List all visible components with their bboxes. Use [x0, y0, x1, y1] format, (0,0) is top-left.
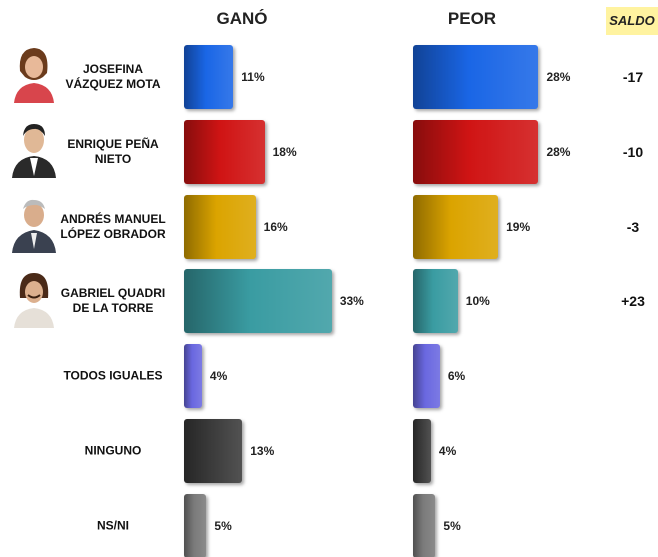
category-label: TODOS IGUALES [63, 368, 163, 383]
saldo-value: -3 [626, 218, 640, 235]
value-label: 4% [438, 443, 457, 458]
value-label: 6% [447, 369, 466, 384]
bar [184, 120, 265, 185]
value-label: 18% [272, 145, 297, 160]
series-header: GANÓ [216, 9, 268, 28]
category-label: NINGUNO [84, 443, 142, 458]
value-label: 28% [546, 145, 571, 160]
candidate-photo [12, 124, 56, 178]
saldo-value: -17 [622, 69, 644, 86]
bar [184, 344, 202, 409]
bar [184, 194, 256, 259]
bar [413, 269, 458, 334]
bar [413, 344, 440, 409]
value-label: 19% [506, 219, 531, 234]
value-label: 28% [546, 70, 571, 85]
bar [413, 194, 499, 259]
value-label: 10% [465, 294, 490, 309]
bar [413, 45, 539, 110]
category-label: NS/NI [96, 518, 129, 533]
saldo-value: +23 [621, 293, 645, 310]
value-label: 11% [241, 70, 265, 85]
bar [413, 418, 431, 483]
saldo-header: SALDO [606, 7, 658, 35]
bar [184, 269, 332, 334]
value-label: 16% [263, 219, 288, 234]
category-label: JOSEFINA VÁZQUEZ MOTA [65, 62, 161, 92]
saldo-value: -10 [622, 144, 644, 161]
bar [413, 493, 436, 557]
value-label: 13% [250, 443, 275, 458]
value-label: 33% [339, 294, 364, 309]
candidate-photo [14, 48, 54, 103]
category-label: GABRIEL QUADRI DE LA TORRE [60, 286, 166, 316]
bar [184, 493, 207, 557]
category-label: ENRIQUE PEÑA NIETO [67, 137, 159, 167]
candidate-photo [14, 273, 54, 328]
bar [184, 418, 243, 483]
category-label: ANDRÉS MANUEL LÓPEZ OBRADOR [60, 211, 166, 241]
value-label: 4% [209, 369, 228, 384]
value-label: 5% [443, 518, 461, 533]
candidate-photo [12, 199, 56, 253]
bar [184, 45, 234, 110]
value-label: 5% [214, 518, 232, 533]
series-header: PEOR [447, 9, 497, 28]
bar [413, 120, 539, 185]
